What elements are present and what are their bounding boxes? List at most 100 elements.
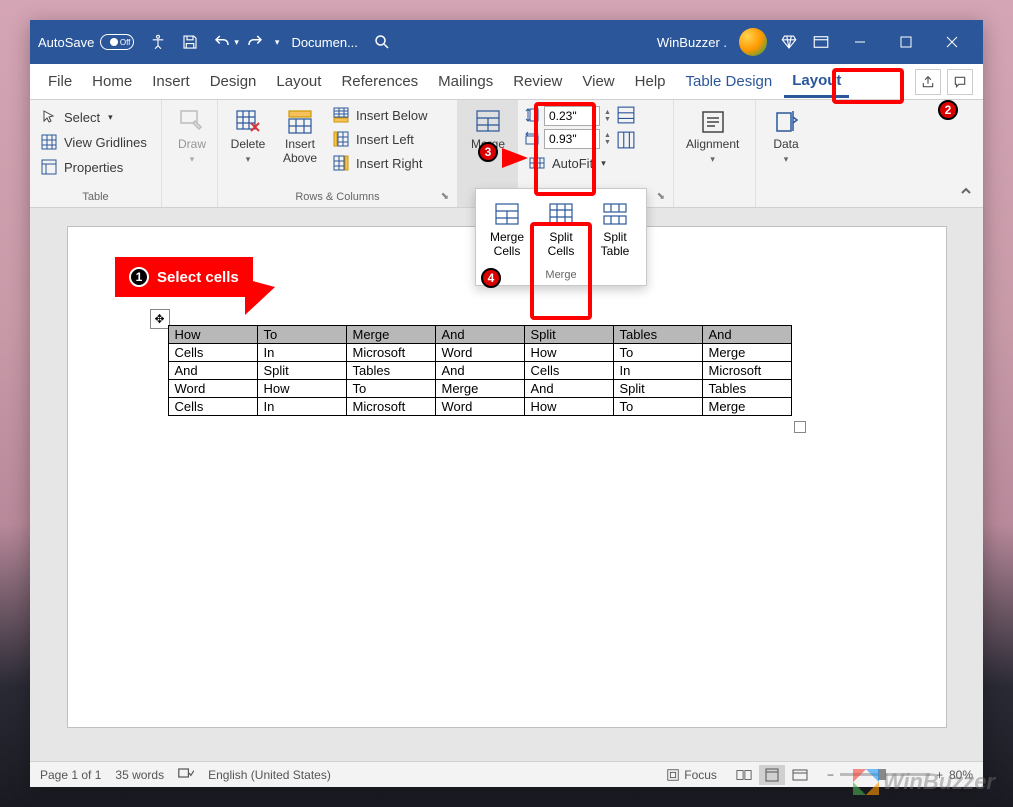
user-name[interactable]: WinBuzzer . xyxy=(657,35,727,50)
table-cell[interactable]: Word xyxy=(435,398,524,416)
insert-above-button[interactable]: Insert Above xyxy=(276,104,324,170)
tab-table-design[interactable]: Table Design xyxy=(678,67,781,96)
search-icon[interactable] xyxy=(370,30,394,54)
split-cells-button[interactable]: Split Cells xyxy=(536,195,586,265)
accessibility-icon[interactable] xyxy=(146,30,170,54)
language[interactable]: English (United States) xyxy=(208,768,331,782)
focus-mode[interactable]: Focus xyxy=(666,768,717,782)
table-cell[interactable]: Merge xyxy=(346,326,435,344)
table-cell[interactable]: To xyxy=(257,326,346,344)
table-cell[interactable]: Merge xyxy=(435,380,524,398)
table-cell[interactable]: And xyxy=(435,326,524,344)
table-cell[interactable]: How xyxy=(524,344,613,362)
ribbon-collapse-button[interactable] xyxy=(959,184,973,201)
tab-view[interactable]: View xyxy=(574,67,622,96)
table-cell[interactable]: How xyxy=(524,398,613,416)
ribbon-mode-icon[interactable] xyxy=(809,30,833,54)
user-avatar[interactable] xyxy=(739,28,767,56)
tab-insert[interactable]: Insert xyxy=(144,67,198,96)
diamond-icon[interactable] xyxy=(777,30,801,54)
word-count[interactable]: 35 words xyxy=(115,768,164,782)
table-cell[interactable]: Microsoft xyxy=(702,362,791,380)
alignment-button[interactable]: Alignment▾ xyxy=(680,104,745,169)
tab-file[interactable]: File xyxy=(40,67,80,96)
read-mode-button[interactable] xyxy=(731,765,757,785)
table-move-handle[interactable]: ✥ xyxy=(150,309,170,329)
table-cell[interactable]: Tables xyxy=(702,380,791,398)
distribute-cols-icon[interactable] xyxy=(617,131,635,152)
table-cell[interactable]: And xyxy=(702,326,791,344)
table-row[interactable]: CellsInMicrosoftWordHowToMerge xyxy=(168,344,791,362)
select-button[interactable]: Select▾ xyxy=(36,106,117,128)
table-cell[interactable]: In xyxy=(257,398,346,416)
table-cell[interactable]: Microsoft xyxy=(346,398,435,416)
properties-button[interactable]: Properties xyxy=(36,156,127,178)
view-gridlines-button[interactable]: View Gridlines xyxy=(36,131,151,153)
autosave-switch[interactable]: Off xyxy=(100,34,134,50)
table-cell[interactable]: Cells xyxy=(524,362,613,380)
tab-references[interactable]: References xyxy=(333,67,426,96)
spell-check-icon[interactable] xyxy=(178,766,194,783)
table-cell[interactable]: To xyxy=(613,398,702,416)
tab-layout[interactable]: Layout xyxy=(268,67,329,96)
share-button[interactable] xyxy=(915,69,941,95)
data-button[interactable]: Data▾ xyxy=(762,104,810,169)
web-layout-button[interactable] xyxy=(787,765,813,785)
tab-design[interactable]: Design xyxy=(202,67,265,96)
insert-left-button[interactable]: Insert Left xyxy=(328,128,432,150)
tab-review[interactable]: Review xyxy=(505,67,570,96)
distribute-rows-icon[interactable] xyxy=(617,106,635,127)
width-input[interactable] xyxy=(544,129,600,149)
close-button[interactable] xyxy=(929,20,975,64)
tab-home[interactable]: Home xyxy=(84,67,140,96)
table-cell[interactable]: And xyxy=(168,362,257,380)
rowscols-launcher[interactable]: ⬊ xyxy=(441,191,449,202)
table-row[interactable]: CellsInMicrosoftWordHowToMerge xyxy=(168,398,791,416)
table-cell[interactable]: Microsoft xyxy=(346,344,435,362)
undo-dropdown[interactable]: ▾ xyxy=(234,37,239,48)
insert-below-button[interactable]: Insert Below xyxy=(328,104,432,126)
split-table-button[interactable]: Split Table xyxy=(590,195,640,265)
autosave-toggle[interactable]: AutoSave Off xyxy=(38,34,134,50)
table-cell[interactable]: In xyxy=(613,362,702,380)
cellsize-launcher[interactable]: ⬊ xyxy=(657,191,665,202)
undo-icon[interactable] xyxy=(210,30,234,54)
table-cell[interactable]: Cells xyxy=(168,344,257,362)
save-icon[interactable] xyxy=(178,30,202,54)
document-title[interactable]: Documen... xyxy=(291,35,357,50)
height-input[interactable] xyxy=(544,106,600,126)
zoom-out[interactable]: − xyxy=(827,768,834,782)
draw-button[interactable]: Draw▾ xyxy=(168,104,216,169)
table-cell[interactable]: Word xyxy=(168,380,257,398)
table-cell[interactable]: To xyxy=(346,380,435,398)
autofit-button[interactable]: AutoFit▾ xyxy=(524,152,611,174)
minimize-button[interactable] xyxy=(837,20,883,64)
insert-right-button[interactable]: Insert Right xyxy=(328,152,432,174)
page-info[interactable]: Page 1 of 1 xyxy=(40,768,101,782)
table-cell[interactable]: Merge xyxy=(702,344,791,362)
table-cell[interactable]: In xyxy=(257,344,346,362)
tab-help[interactable]: Help xyxy=(627,67,674,96)
merge-cells-button[interactable]: Merge Cells xyxy=(482,195,532,265)
table-row[interactable]: WordHowToMergeAndSplitTables xyxy=(168,380,791,398)
table-cell[interactable]: Cells xyxy=(168,398,257,416)
table-resize-handle[interactable] xyxy=(794,421,806,433)
table-cell[interactable]: Tables xyxy=(346,362,435,380)
row-height-field[interactable]: ▲▼ xyxy=(524,106,611,126)
table-cell[interactable]: Split xyxy=(613,380,702,398)
table-row[interactable]: HowToMergeAndSplitTablesAnd xyxy=(168,326,791,344)
table-cell[interactable]: How xyxy=(257,380,346,398)
table-cell[interactable]: And xyxy=(435,362,524,380)
table-row[interactable]: AndSplitTablesAndCellsInMicrosoft xyxy=(168,362,791,380)
content-table[interactable]: HowToMergeAndSplitTablesAndCellsInMicros… xyxy=(168,325,792,416)
table-cell[interactable]: Word xyxy=(435,344,524,362)
table-cell[interactable]: To xyxy=(613,344,702,362)
table-cell[interactable]: How xyxy=(168,326,257,344)
table-cell[interactable]: Tables xyxy=(613,326,702,344)
table-cell[interactable]: Split xyxy=(524,326,613,344)
print-layout-button[interactable] xyxy=(759,765,785,785)
maximize-button[interactable] xyxy=(883,20,929,64)
col-width-field[interactable]: ▲▼ xyxy=(524,129,611,149)
qat-customize[interactable]: ▾ xyxy=(275,37,280,48)
comments-button[interactable] xyxy=(947,69,973,95)
